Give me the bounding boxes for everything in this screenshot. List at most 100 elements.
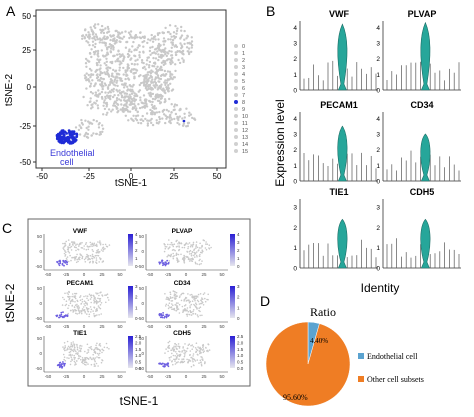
cell-point: [107, 296, 109, 299]
cell-point: [198, 350, 201, 353]
cell-point: [169, 75, 172, 78]
cell-point: [151, 88, 154, 91]
cell-point: [91, 249, 94, 251]
panel-b-letter: B: [266, 3, 275, 19]
cell-point: [169, 82, 172, 86]
cell-point: [109, 80, 112, 84]
feature-gene-title: CD34: [174, 280, 191, 287]
cell-point: [126, 95, 130, 98]
colorbar-tick: 2: [237, 295, 240, 300]
cell-point: [174, 249, 176, 252]
legend-label: 15: [242, 149, 248, 155]
cell-point: [105, 294, 108, 296]
cell-point: [190, 36, 193, 39]
cell-point: [166, 296, 168, 299]
cell-point: [116, 79, 119, 82]
violin-grid: VWF01234PLVAP01234PECAM101234CD3401234TI…: [293, 9, 461, 273]
cell-point: [60, 311, 63, 314]
cell-point: [200, 364, 203, 367]
cell-point: [134, 117, 137, 120]
cell-point: [130, 117, 133, 120]
cell-point: [85, 33, 88, 37]
cell-point: [59, 137, 63, 140]
cell-point: [196, 359, 199, 361]
cell-point: [151, 100, 154, 104]
cell-point: [73, 360, 76, 363]
feature-x-tick: -50: [147, 374, 154, 379]
cell-point: [137, 103, 140, 106]
cell-point: [198, 307, 200, 310]
cell-point: [143, 81, 146, 84]
cell-point: [168, 298, 170, 300]
cell-point: [136, 110, 139, 114]
cell-point: [130, 62, 134, 66]
cell-point: [185, 297, 188, 299]
legend-label: 12: [242, 128, 248, 134]
cell-point: [151, 45, 154, 49]
cell-point: [73, 242, 76, 245]
cell-point: [164, 245, 167, 248]
feature-x-tick: 50: [219, 374, 225, 379]
cell-point: [178, 312, 181, 314]
violin-y-tick: 2: [376, 56, 380, 63]
cell-point: [167, 261, 170, 264]
cell-point: [97, 254, 100, 257]
cell-point: [149, 71, 153, 75]
feature-gene-title: CDH5: [173, 330, 191, 337]
cell-point: [203, 350, 205, 353]
cell-point: [155, 121, 159, 125]
expression-colorbar: [230, 286, 235, 318]
panel-c-y-label: tSNE-2: [3, 283, 17, 322]
cell-point: [103, 99, 106, 102]
cell-point: [85, 78, 89, 81]
cell-point: [164, 261, 167, 264]
cell-point: [180, 299, 183, 302]
cell-point: [163, 40, 167, 43]
cell-point: [190, 44, 194, 47]
cell-point: [167, 304, 170, 307]
legend-dot: [234, 107, 238, 111]
cell-point: [84, 301, 87, 304]
cell-point: [164, 83, 167, 87]
cell-point: [174, 112, 178, 116]
cell-point: [174, 291, 176, 293]
cell-point: [169, 38, 172, 41]
cell-point: [164, 352, 166, 354]
cell-point: [100, 313, 102, 315]
legend-label: 11: [242, 121, 248, 127]
cell-point: [205, 346, 207, 349]
cell-point: [101, 294, 103, 296]
cell-point: [74, 246, 76, 248]
feature-x-tick: 25: [99, 374, 105, 379]
violin-y-tick: 3: [293, 131, 297, 138]
panel-d: D Ratio 4.40%95.60% Endothelial cell Oth…: [260, 293, 424, 407]
cell-point: [79, 243, 82, 245]
cell-point: [94, 23, 97, 26]
cell-point: [202, 239, 205, 241]
cell-point: [120, 31, 124, 34]
cell-point: [185, 125, 188, 128]
cell-point: [87, 41, 90, 44]
cell-point: [104, 97, 107, 100]
cell-point: [185, 46, 189, 49]
cell-point: [70, 259, 72, 262]
cell-point: [74, 357, 76, 359]
cell-point: [169, 121, 172, 125]
cell-point: [189, 245, 192, 248]
panel-c-letter: C: [2, 220, 12, 236]
cell-point: [166, 364, 169, 366]
cell-point: [99, 240, 101, 242]
cell-point: [85, 65, 88, 69]
cell-point: [85, 87, 88, 90]
cell-point: [137, 75, 141, 78]
x-tick-label: 0: [129, 172, 134, 181]
cell-point: [155, 93, 158, 97]
cell-point: [201, 356, 203, 359]
cell-point: [187, 344, 190, 347]
cell-point: [138, 106, 142, 110]
cell-point: [146, 56, 149, 59]
cell-point: [163, 60, 167, 63]
